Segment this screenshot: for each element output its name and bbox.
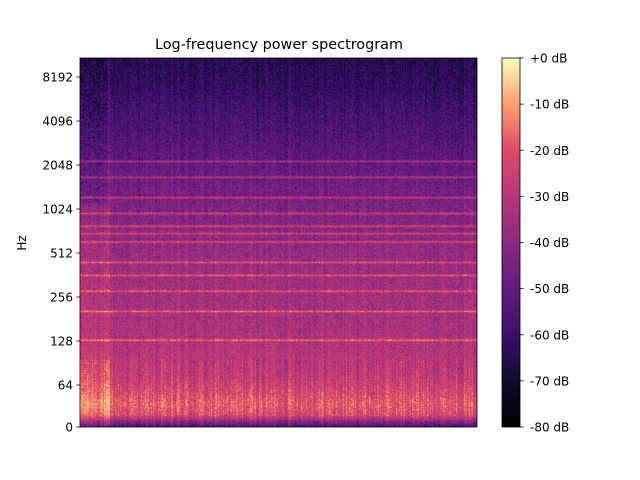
colorbar-axis: +0 dB -10 dB -20 dB -30 dB -40 dB -50 dB -60 d…: [520, 52, 569, 435]
y-tick-label: 64: [58, 379, 73, 393]
colorbar-tick-label: -50 dB: [530, 282, 569, 296]
colorbar-tick-label: -20 dB: [530, 144, 569, 158]
y-tick-label: 128: [50, 335, 73, 349]
colorbar-tick-label: -30 dB: [530, 190, 569, 204]
y-tick-label: 2048: [42, 159, 73, 173]
colorbar-tick-label: +0 dB: [530, 52, 567, 66]
colorbar-tick-label: -80 dB: [530, 421, 569, 435]
spectrogram-heatmap: [80, 58, 477, 427]
colorbar-gradient: [501, 57, 521, 428]
y-tick-label: 8192: [42, 71, 73, 85]
colorbar: +0 dB -10 dB -20 dB -30 dB -40 dB -50 dB -60 d…: [501, 52, 569, 435]
y-tick-label: 1024: [42, 203, 73, 217]
y-axis-label: Hz: [15, 235, 29, 250]
colorbar-tick-label: -10 dB: [530, 98, 569, 112]
y-tick-label: 0: [65, 421, 73, 435]
y-tick-label: 512: [50, 247, 73, 261]
y-tick-label: 4096: [42, 115, 73, 129]
colorbar-tick-label: -70 dB: [530, 374, 569, 388]
y-axis: 0 64 128 256 512 1024 2048 4096 8192: [42, 71, 80, 435]
colorbar-tick-label: -60 dB: [530, 328, 569, 342]
colorbar-tick-label: -40 dB: [530, 236, 569, 250]
chart-title: Log-frequency power spectrogram: [155, 37, 403, 53]
y-tick-label: 256: [50, 291, 73, 305]
spectrogram-plot-area: [79, 57, 478, 428]
plot-frame: [79, 57, 478, 428]
